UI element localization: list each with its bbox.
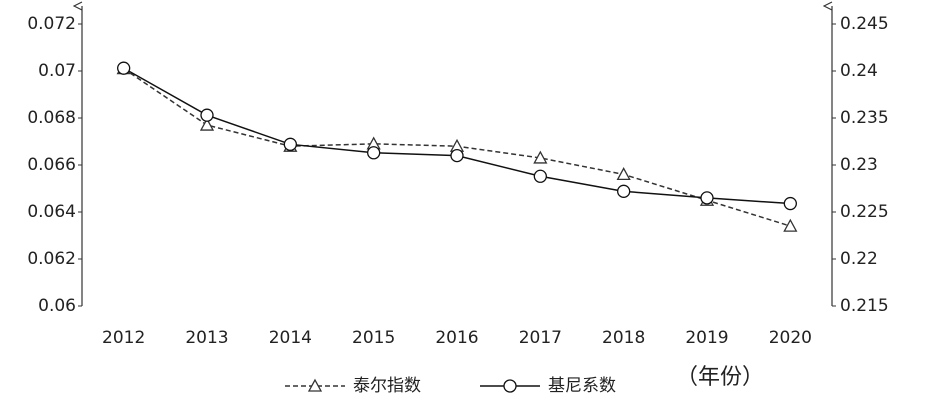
data-point [367,146,381,160]
legend-marker [503,379,517,393]
y2-tick-label: 0.245 [840,14,889,34]
x-tick-label: 2020 [769,328,812,348]
x-tick-label: 2015 [352,328,395,348]
y2-tick-label: 0.24 [840,61,878,81]
legend-label: 基尼系数 [548,376,616,396]
data-point [533,150,548,164]
series-line [123,67,791,205]
data-point [783,218,798,232]
data-point [199,117,215,131]
data-point [617,184,631,198]
y-tick-label: 0.066 [27,155,76,175]
x-tick-label: 2012 [102,328,145,348]
x-tick-label: 2018 [602,328,645,348]
data-point [200,108,214,122]
data-point [117,61,131,75]
y2-tick-label: 0.23 [840,155,878,175]
y2-tick-label: 0.215 [840,296,889,316]
x-tick-label: 2014 [269,328,312,348]
y2-tick-label: 0.22 [840,249,878,269]
data-point [783,196,797,211]
x-axis-label: （年份） [676,365,764,390]
y2-tick-label: 0.235 [840,108,889,128]
data-point [283,137,297,151]
x-tick-label: 2019 [685,328,728,348]
legend-marker [307,378,323,392]
y-tick-label: 0.06 [38,296,76,316]
data-point [450,148,464,163]
legend-label: 泰尔指数 [353,376,421,396]
y-tick-label: 0.068 [27,108,76,128]
data-point [533,169,547,183]
y2-tick-label: 0.225 [840,202,889,222]
x-tick-label: 2017 [519,328,562,348]
x-tick-label: 2013 [185,328,228,348]
y-tick-label: 0.07 [38,61,76,81]
data-point [700,191,714,205]
y-tick-label: 0.072 [27,14,76,34]
y-tick-label: 0.062 [27,249,76,269]
x-tick-label: 2016 [435,328,478,348]
data-point [616,167,631,181]
y-tick-label: 0.064 [27,202,76,222]
